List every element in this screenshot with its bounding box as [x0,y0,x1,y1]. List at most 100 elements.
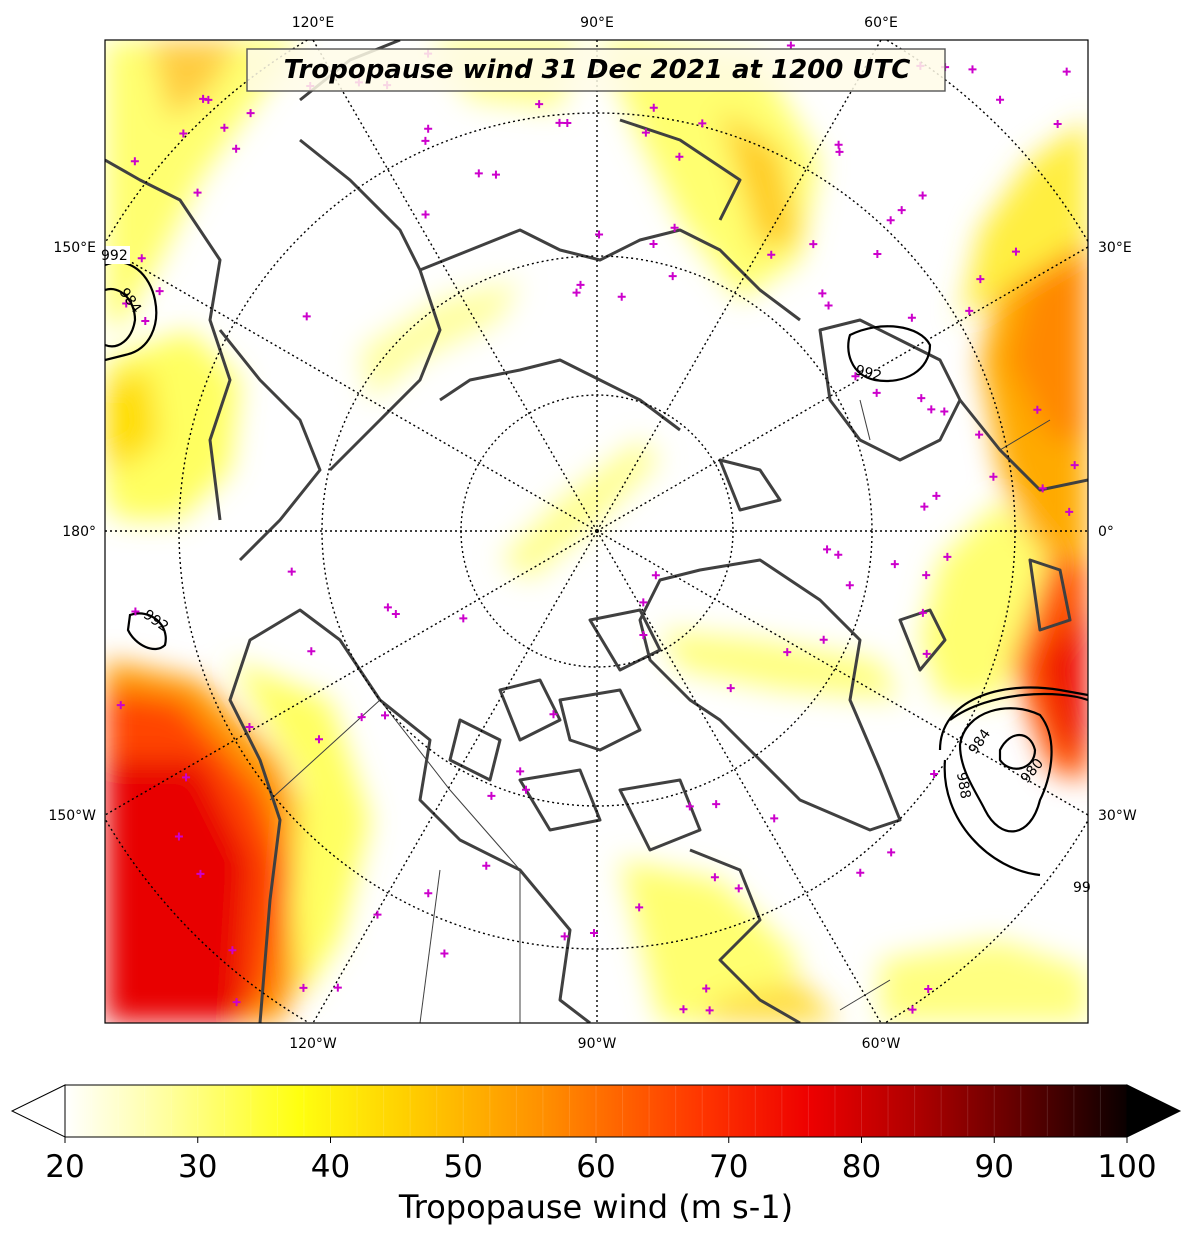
station-marker [314,735,323,744]
station-marker [635,903,644,912]
lon-label-bottom-1: 120°W [289,1036,337,1052]
station-marker [641,128,650,137]
longitude-labels: 120°E 90°E 60°E 120°W 90°W 60°W 150°E 18… [48,15,1136,1052]
station-marker [639,630,648,639]
station-marker [824,301,833,310]
station-marker [1065,507,1074,516]
station-marker [391,609,400,618]
station-marker [1053,119,1062,128]
station-marker [907,313,916,322]
contour-label-4: 992 [853,362,883,384]
station-marker [996,95,1005,104]
station-marker [424,124,433,133]
station-marker [424,889,433,898]
station-marker [617,292,626,301]
colorbar-extend-high [1126,1084,1182,1138]
colorbar-tick-label: 40 [311,1149,350,1185]
station-marker [965,306,974,315]
station-marker [220,123,229,132]
station-marker [174,832,183,841]
station-marker [576,280,585,289]
station-marker [702,984,711,993]
station-marker [535,100,544,109]
station-marker [232,144,241,153]
station-marker [245,723,254,732]
graticule [105,40,1088,1023]
station-marker [845,581,854,590]
station-marker [563,118,572,127]
station-marker [668,272,677,281]
station-marker [246,109,255,118]
station-marker [555,118,564,127]
station-marker [595,230,604,239]
colorbar-gradient [64,1084,1128,1138]
station-marker [179,129,188,138]
station-marker [872,388,881,397]
lon-label-left-2: 180° [62,524,96,540]
station-marker [924,984,933,993]
station-marker [783,648,792,657]
station-marker [383,603,392,612]
station-marker [651,571,660,580]
station-marker [1070,461,1079,470]
colorbar-tick-label: 90 [975,1149,1014,1185]
contour-label-1: 992 [101,248,128,264]
colorbar-label: Tropopause wind (m s-1) [398,1188,793,1226]
station-marker [131,607,140,616]
station-marker [572,288,581,297]
station-marker [137,254,146,263]
colorbar-extend-low [10,1084,66,1138]
station-marker [182,773,191,782]
lon-label-top-2: 90°E [580,15,614,31]
colorbar-tick-label: 80 [842,1149,881,1185]
station-marker [670,223,679,232]
colorbar-tick-label: 30 [178,1149,217,1185]
station-marker [679,1005,688,1014]
contour-label-8: 99 [1073,880,1091,896]
station-marker [809,240,818,249]
station-marker [639,598,648,607]
station-marker [897,206,906,215]
station-marker [522,785,530,794]
station-marker [698,119,707,128]
station-marker [228,946,237,955]
lon-label-left-3: 150°W [48,808,96,824]
lon-label-top-1: 120°E [292,15,335,31]
station-marker [770,814,779,823]
station-marker [204,95,213,104]
station-marker [299,983,308,992]
station-marker [940,407,949,416]
station-marker [932,491,941,500]
station-marker [726,684,735,693]
station-marker [1038,484,1047,493]
lon-label-bottom-3: 60°W [862,1036,901,1052]
map-title: Tropopause wind 31 Dec 2021 at 1200 UTC [284,55,911,85]
station-marker [856,868,865,877]
station-marker [851,372,860,381]
station-marker [818,289,827,298]
station-marker [491,170,500,179]
station-marker [440,949,449,958]
station-marker [373,910,382,919]
station-marker [786,41,795,50]
colorbar-tick-label: 60 [576,1149,615,1185]
lon-label-bottom-2: 90°W [578,1036,617,1052]
coastlines [105,40,1088,1023]
contour-label-7: 988 [953,771,973,800]
station-marker [873,249,882,258]
lon-label-right-2: 0° [1098,524,1114,540]
station-marker [649,103,658,112]
station-marker [1011,247,1020,256]
station-marker [834,140,843,149]
station-marker [930,769,939,778]
station-marker [232,998,241,1007]
station-marker [918,191,927,200]
colorbar-ticks: 20 30 40 50 60 70 80 90 100 [45,1137,1157,1185]
title-box: Tropopause wind 31 Dec 2021 at 1200 UTC [246,48,946,92]
station-marker [487,791,496,800]
station-marker [908,1005,917,1014]
station-marker [976,275,985,284]
station-marker [516,767,525,776]
station-marker [968,65,977,74]
